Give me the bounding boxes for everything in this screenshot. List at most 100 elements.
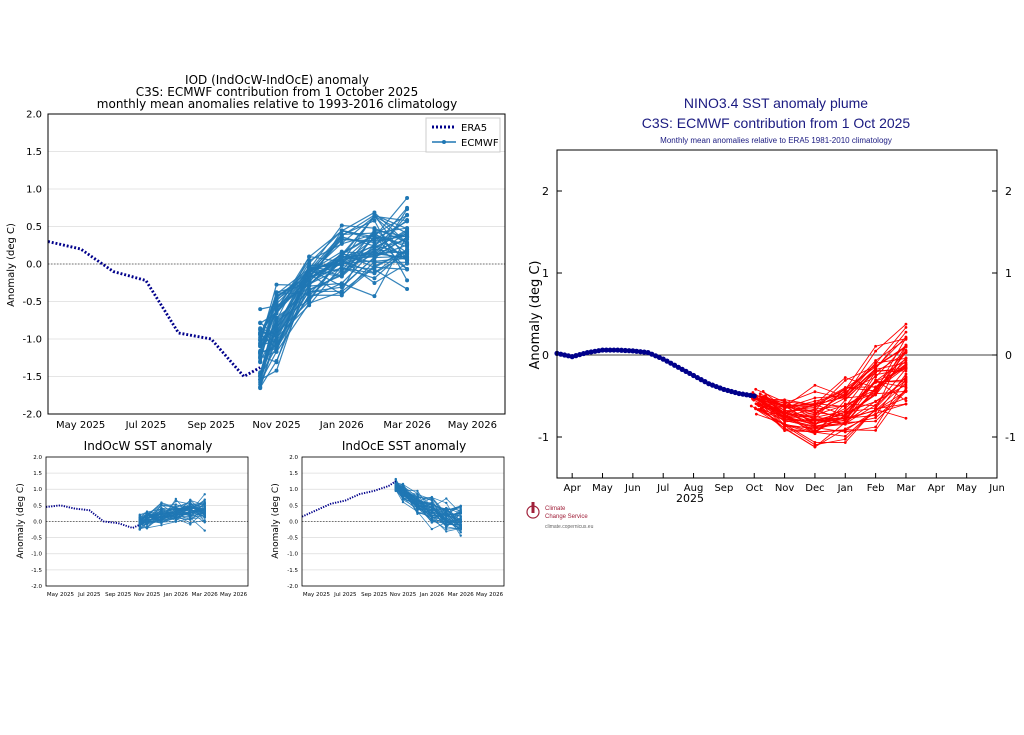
- nino-ensemble-point: [783, 414, 786, 418]
- iod-legend: ERA5 ECMWF: [425, 117, 501, 153]
- indoce-ensemble-point: [394, 488, 397, 491]
- nino-xtick-label: Aug: [684, 483, 704, 494]
- indoce-ensemble-member: [395, 484, 461, 517]
- indocw-title: IndOcW SST anomaly: [84, 439, 213, 453]
- indoce-xtick-label: Sep 2025: [361, 592, 388, 598]
- nino-ensemble-point: [813, 423, 817, 426]
- indoce-ensemble-point: [401, 487, 405, 490]
- indocw-ensemble-point: [203, 505, 206, 509]
- nino-ensemble-point: [754, 412, 758, 416]
- indoce-ensemble-point: [430, 496, 434, 499]
- nino-ensemble-member: [763, 391, 907, 448]
- nino-ensemble-point: [843, 441, 847, 444]
- indocw-ytick-label: -1.5: [31, 568, 42, 574]
- nino-ensemble-point: [843, 404, 847, 407]
- indocw-ensemble-point: [160, 521, 163, 524]
- indoce-ensemble-point: [416, 504, 419, 507]
- iod-ensemble-point: [274, 332, 279, 337]
- nino-xtick-label: May: [956, 483, 977, 494]
- nino-ensemble-point: [783, 420, 786, 424]
- indocw-ensemble-point: [160, 503, 163, 507]
- indocw-ensemble-point: [145, 516, 149, 519]
- iod-ensemble-point: [372, 227, 377, 232]
- iod-ensemble-member: [259, 232, 408, 380]
- iod-plot-area: 2.0 1.5 1.0 0.5 0.0 -0.5 -1.0 -1.5 -2.0 May 2025 J…: [22, 110, 505, 431]
- iod-ensemble-point: [274, 349, 279, 354]
- nino-ensemble-point: [904, 348, 908, 352]
- nino-plot-area: 2 2 1 1 0 0 -1 -1 Apr May Jun Jul Aug Sep Oct Nov Dec Jan…: [538, 185, 1016, 494]
- iod-ensemble-point: [405, 218, 410, 223]
- nino-ensemble-point: [813, 402, 817, 406]
- nino-ensemble-point: [904, 402, 908, 406]
- nino-ensemble-point: [813, 399, 817, 403]
- nino-ensemble-point: [813, 440, 817, 444]
- indoce-ytick-label: 1.0: [289, 487, 298, 493]
- iod-ensemble-point: [339, 272, 344, 277]
- nino-ensemble-point: [751, 391, 755, 394]
- nino-ensemble-point: [843, 421, 847, 424]
- indoce-ensemble-point: [445, 527, 448, 531]
- nino-xtick-label: Apr: [928, 483, 946, 494]
- iod-ensemble-point: [372, 259, 377, 264]
- nino-ensemble-point: [874, 412, 878, 415]
- iod-ensemble-point: [274, 325, 279, 330]
- iod-ensemble-point: [274, 282, 279, 287]
- iod-ensemble-point: [258, 320, 263, 325]
- iod-ensemble-point: [405, 261, 410, 266]
- nino-ensemble-point: [757, 397, 760, 401]
- nino-ensemble-point: [904, 326, 908, 329]
- nino-ensemble-point: [783, 400, 786, 404]
- iod-ensemble-point: [258, 359, 263, 364]
- iod-ensemble-point: [274, 292, 279, 297]
- iod-frame: [47, 113, 506, 415]
- nino-ensemble-point: [904, 361, 908, 365]
- indocw-ensemble-point: [145, 514, 149, 517]
- iod-ensemble-point: [372, 255, 377, 260]
- indoce-ensemble-point: [430, 514, 434, 517]
- iod-ensemble-point: [339, 255, 344, 260]
- nino-ensemble-point: [813, 419, 817, 423]
- indoce-ensemble-point: [401, 498, 405, 501]
- nino-ensemble-point: [813, 383, 817, 387]
- nino-ensemble-point: [874, 362, 878, 365]
- iod-ensemble-point: [372, 213, 377, 218]
- indoce-ensemble-point: [401, 500, 405, 504]
- nino-era5-point: [607, 347, 613, 353]
- indoce-ensemble-point: [459, 523, 462, 526]
- nino-ensemble-point: [783, 427, 786, 431]
- iod-ensemble-point: [372, 252, 377, 257]
- nino-ensemble-point: [843, 418, 847, 422]
- nino-ensemble-point: [904, 372, 908, 376]
- iod-xtick-label: Jan 2026: [319, 420, 364, 431]
- iod-ensemble-point: [339, 228, 344, 233]
- nino-ensemble-point: [813, 396, 817, 400]
- indoce-ensemble-point: [416, 489, 419, 493]
- indocw-ensemble-point: [138, 528, 141, 531]
- iod-ensemble-point: [307, 272, 312, 277]
- nino-ensemble-point: [874, 386, 878, 390]
- nino-ytick-label-left: 2: [542, 185, 549, 198]
- nino-ensemble-point: [843, 428, 847, 432]
- indocw-ytick-label: 1.0: [33, 487, 42, 493]
- indoce-ensemble-point: [445, 497, 448, 500]
- iod-ensemble-point: [339, 251, 344, 256]
- indoce-ensemble-point: [416, 500, 419, 504]
- nino-ensemble-member: [755, 349, 907, 405]
- iod-xtick-label: Mar 2026: [383, 420, 431, 431]
- nino-ensemble-member: [751, 380, 907, 430]
- indocw-frame: [45, 456, 249, 587]
- nino-era5-point: [698, 377, 704, 383]
- nino-ensemble-point: [758, 392, 762, 396]
- indoce-ensemble-point: [394, 477, 397, 481]
- nino-ensemble-point: [874, 403, 878, 407]
- indoce-xtick-label: Jan 2026: [419, 592, 445, 598]
- iod-ensemble-point: [405, 278, 410, 283]
- iod-ensemble-point: [339, 260, 344, 265]
- iod-ensemble-point: [339, 241, 344, 246]
- nino-ensemble-point: [904, 367, 908, 371]
- iod-ensemble-point: [405, 247, 410, 252]
- legend-box: [425, 117, 501, 153]
- nino-xtick-label: Mar: [897, 483, 917, 494]
- iod-ytick-label: -0.5: [22, 297, 42, 308]
- nino-ytick-label-left: 1: [542, 267, 549, 280]
